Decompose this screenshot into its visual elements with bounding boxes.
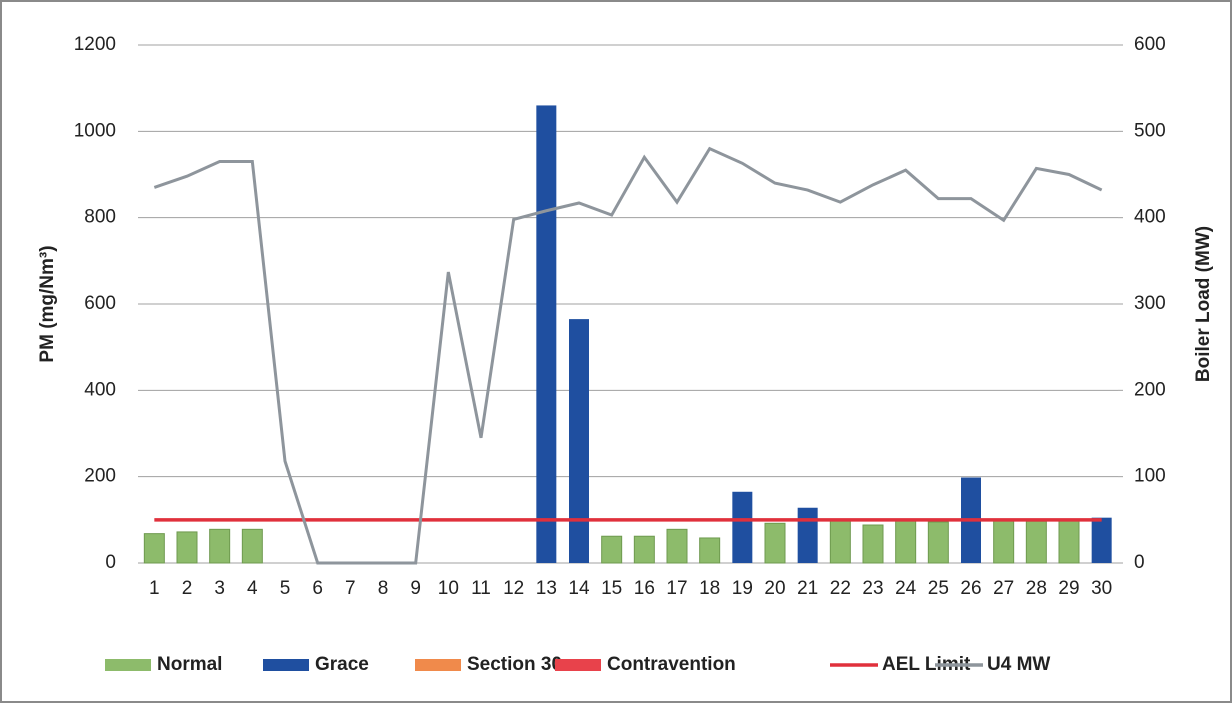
legend-label: Normal xyxy=(157,654,222,675)
x-tick-label: 5 xyxy=(280,578,291,599)
x-tick-label: 29 xyxy=(1058,578,1079,599)
y2-tick-label: 0 xyxy=(1134,552,1145,573)
y2-tick-label: 300 xyxy=(1134,293,1166,314)
y2-tick-label: 100 xyxy=(1134,466,1166,487)
x-tick-label: 25 xyxy=(928,578,949,599)
legend-label: Contravention xyxy=(607,654,736,675)
x-tick-label: 17 xyxy=(666,578,687,599)
x-tick-label: 14 xyxy=(568,578,590,599)
y2-tick-label: 600 xyxy=(1134,34,1166,55)
x-tick-label: 8 xyxy=(378,578,389,599)
bar xyxy=(829,519,851,564)
bar xyxy=(993,520,1015,564)
y-axis-label: PM (mg/Nm³) xyxy=(37,245,58,362)
x-tick-label: 1 xyxy=(149,578,160,599)
bar xyxy=(1058,519,1080,564)
y-tick-label: 400 xyxy=(84,379,116,400)
y2-tick-label: 500 xyxy=(1134,120,1166,141)
legend-label: U4 MW xyxy=(987,654,1050,675)
legend-label: Grace xyxy=(315,654,369,675)
y2-axis-label: Boiler Load (MW) xyxy=(1193,226,1214,382)
bar xyxy=(1025,520,1047,564)
x-tick-label: 24 xyxy=(895,578,917,599)
bar xyxy=(536,105,557,563)
x-tick-label: 7 xyxy=(345,578,356,599)
x-tick-label: 20 xyxy=(764,578,785,599)
x-tick-label: 11 xyxy=(471,578,491,599)
x-tick-label: 3 xyxy=(214,578,225,599)
x-tick-label: 4 xyxy=(247,578,258,599)
y2-tick-label: 200 xyxy=(1134,379,1166,400)
bar xyxy=(797,507,818,563)
bar xyxy=(699,537,721,564)
x-tick-label: 13 xyxy=(536,578,557,599)
x-tick-label: 6 xyxy=(312,578,323,599)
bar xyxy=(732,491,753,563)
legend-swatch xyxy=(415,659,461,671)
legend-swatch xyxy=(263,659,309,671)
bar xyxy=(764,522,786,564)
y-tick-label: 1200 xyxy=(74,34,116,55)
x-tick-label: 10 xyxy=(438,578,459,599)
x-tick-label: 9 xyxy=(410,578,421,599)
bar xyxy=(633,535,655,564)
bar xyxy=(209,528,231,564)
x-tick-label: 22 xyxy=(830,578,851,599)
x-tick-label: 2 xyxy=(182,578,193,599)
x-tick-label: 19 xyxy=(732,578,753,599)
bar xyxy=(143,533,165,564)
x-tick-label: 23 xyxy=(862,578,883,599)
y-tick-label: 1000 xyxy=(74,120,116,141)
bar xyxy=(666,528,688,564)
bar xyxy=(862,524,884,564)
x-tick-label: 15 xyxy=(601,578,622,599)
y-tick-label: 0 xyxy=(105,552,116,573)
bar xyxy=(1091,517,1112,563)
bar xyxy=(569,319,589,563)
x-tick-label: 28 xyxy=(1026,578,1047,599)
x-tick-label: 21 xyxy=(797,578,818,599)
legend-swatch xyxy=(105,659,151,671)
y-tick-label: 800 xyxy=(84,207,116,228)
legend-swatch xyxy=(555,659,601,671)
x-tick-label: 26 xyxy=(960,578,981,599)
x-tick-label: 12 xyxy=(503,578,524,599)
y2-tick-label: 400 xyxy=(1134,207,1166,228)
bar xyxy=(176,531,198,564)
bar xyxy=(895,519,917,564)
x-tick-label: 27 xyxy=(993,578,1014,599)
y-tick-label: 600 xyxy=(84,293,116,314)
x-tick-label: 18 xyxy=(699,578,720,599)
legend-label: AEL Limit xyxy=(882,654,971,675)
x-tick-label: 30 xyxy=(1091,578,1112,599)
bar xyxy=(241,528,263,564)
bar xyxy=(927,521,949,564)
line xyxy=(153,146,1103,565)
bar xyxy=(601,535,623,564)
legend-label: Section 30 xyxy=(467,654,562,675)
y-tick-label: 200 xyxy=(84,466,116,487)
x-tick-label: 16 xyxy=(634,578,655,599)
